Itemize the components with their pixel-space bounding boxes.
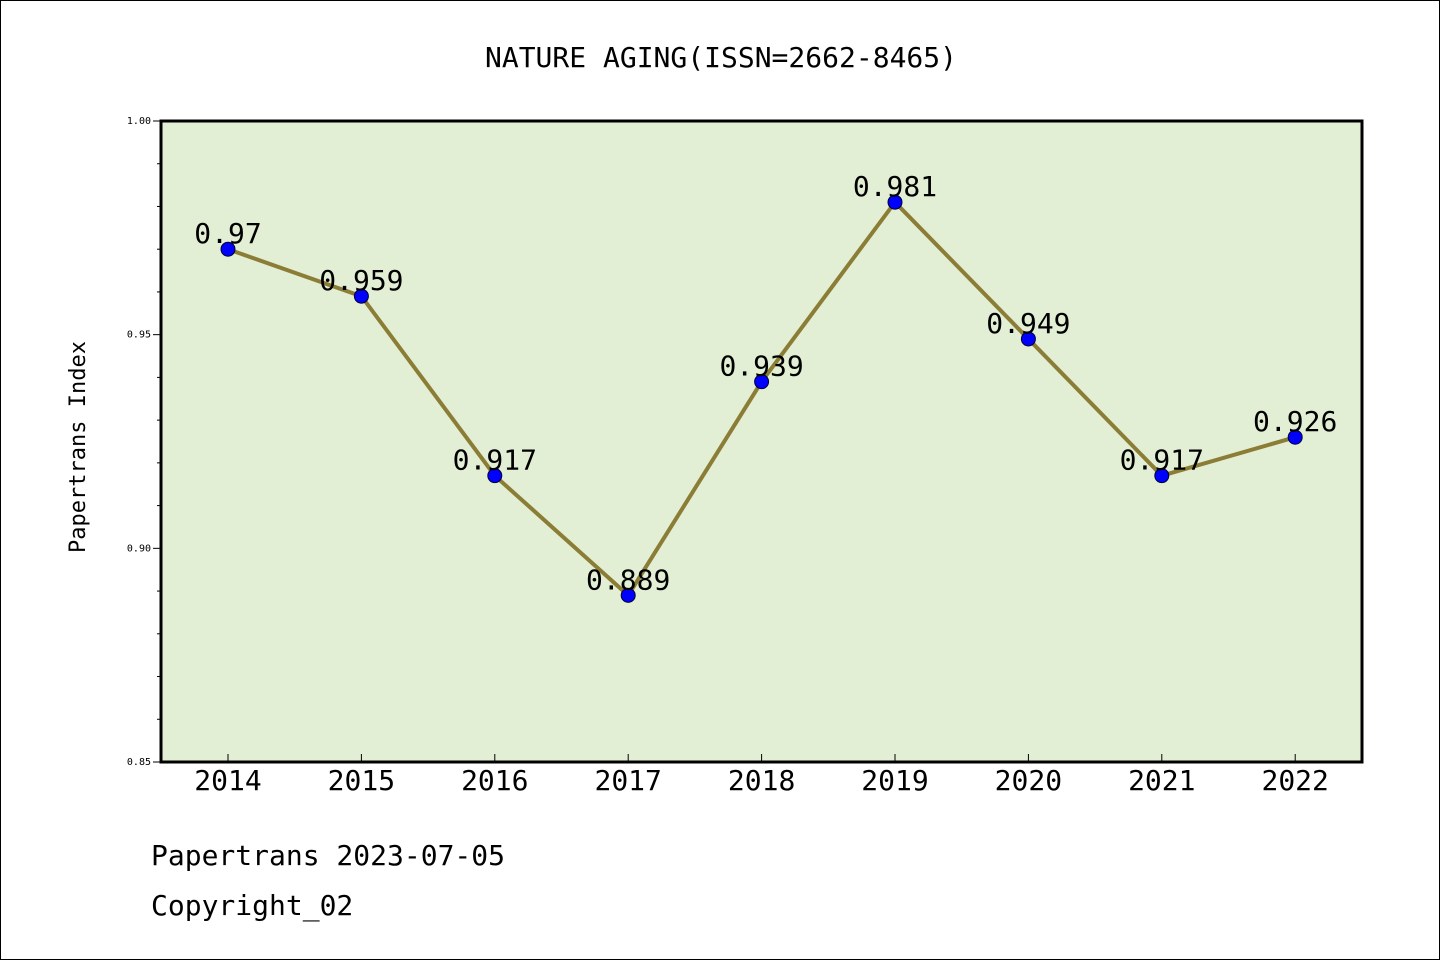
data-label: 0.939 xyxy=(719,350,803,383)
data-label: 0.917 xyxy=(453,444,537,477)
data-point xyxy=(887,194,903,210)
data-label: 0.889 xyxy=(586,563,670,596)
x-tick-label: 2019 xyxy=(861,764,928,797)
y-tick-label: 0.95 xyxy=(127,330,151,341)
data-label: 0.959 xyxy=(319,264,403,297)
y-tick-label: 1.00 xyxy=(127,116,151,127)
footer-date: Papertrans 2023-07-05 xyxy=(151,839,505,872)
data-label: 0.981 xyxy=(853,170,937,203)
data-label: 0.926 xyxy=(1253,405,1337,438)
plot-border xyxy=(159,119,1364,764)
plot-area xyxy=(161,121,1362,762)
data-point xyxy=(1287,429,1303,445)
x-tick-label: 2014 xyxy=(194,764,261,797)
data-point xyxy=(1154,468,1170,484)
data-labels: 0.97 0.959 0.917 0.889 0.939 0.981 0.949 0.917 0… xyxy=(194,170,1337,596)
data-point xyxy=(220,241,236,257)
data-point xyxy=(754,374,770,390)
x-axis-ticks: 2014 2015 2016 2017 2018 2019 2020 2021 2022 xyxy=(194,754,1329,797)
x-tick-label: 2021 xyxy=(1128,764,1195,797)
x-tick-label: 2016 xyxy=(461,764,528,797)
x-tick-label: 2018 xyxy=(728,764,795,797)
data-point xyxy=(487,468,503,484)
data-label: 0.917 xyxy=(1120,444,1204,477)
footer-copyright: Copyright_02 xyxy=(151,889,353,923)
data-point xyxy=(620,587,636,603)
data-point xyxy=(1020,331,1036,347)
data-label: 0.97 xyxy=(194,217,261,250)
chart-title: NATURE AGING(ISSN=2662-8465) xyxy=(485,41,957,74)
x-tick-label: 2015 xyxy=(328,764,395,797)
x-tick-label: 2017 xyxy=(594,764,661,797)
x-tick-label: 2020 xyxy=(995,764,1062,797)
data-label: 0.949 xyxy=(986,307,1070,340)
x-tick-label: 2022 xyxy=(1261,764,1328,797)
data-point xyxy=(353,288,369,304)
y-tick-label: 0.90 xyxy=(127,543,151,554)
data-points xyxy=(220,194,1303,603)
y-axis-ticks: 0.85 0.90 0.95 1.00 xyxy=(127,116,161,768)
y-axis-label: Papertrans Index xyxy=(66,341,91,553)
y-tick-label: 0.85 xyxy=(127,757,151,768)
